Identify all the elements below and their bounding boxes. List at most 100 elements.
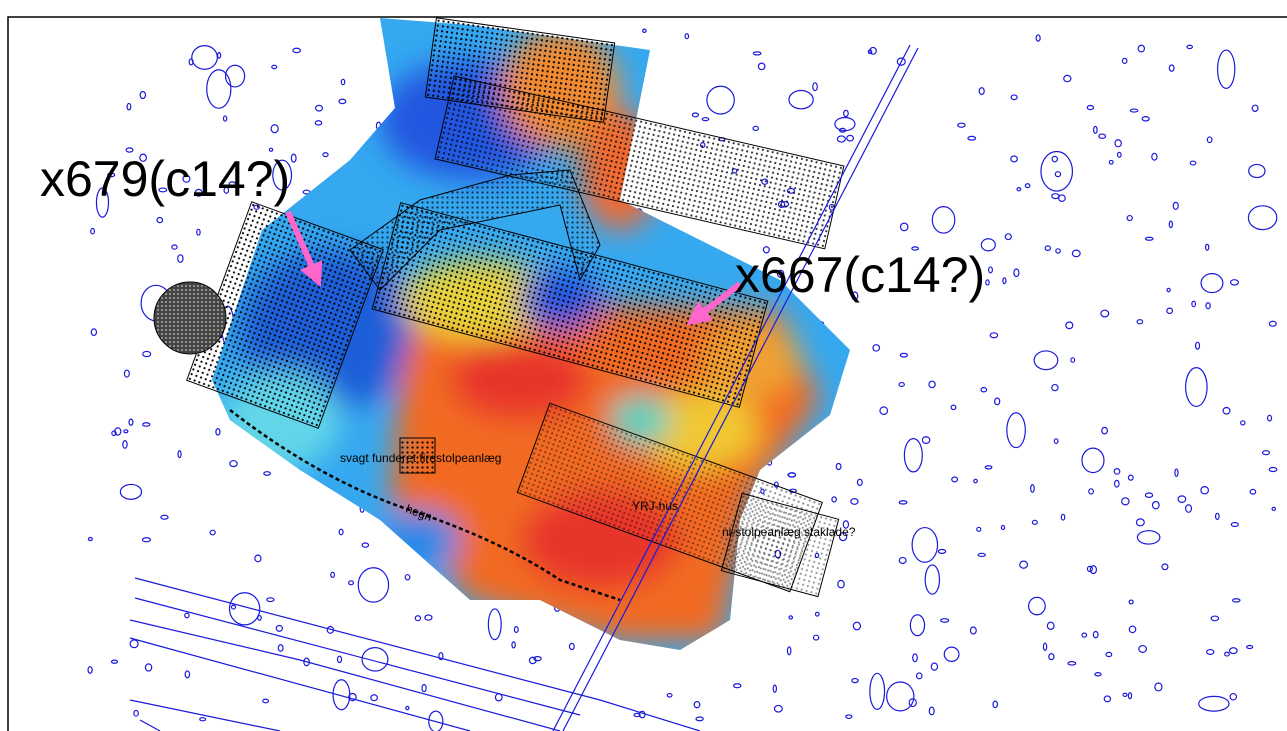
feature-outline [912, 653, 918, 663]
feature-outline [695, 716, 704, 722]
feature-outline [139, 153, 147, 162]
feature-outline [1154, 682, 1163, 692]
feature-outline [921, 436, 931, 444]
feature-outline [1166, 287, 1171, 293]
feature-outline [188, 58, 194, 66]
feature-outline [732, 683, 742, 689]
feature-outline [693, 701, 701, 709]
feature-outline [191, 44, 218, 70]
feature-outline [277, 644, 284, 652]
feature-outline [322, 152, 329, 158]
feature-outline [1013, 268, 1020, 278]
feature-outline [1113, 468, 1121, 475]
feature-outline [898, 556, 907, 565]
feature-outline [1098, 133, 1107, 139]
feature-outline [271, 64, 278, 70]
feature-outline [899, 352, 908, 358]
feature-label: YRJ-hus [632, 499, 678, 513]
feature-outline [951, 476, 959, 483]
feature-outline [404, 573, 411, 581]
feature-outline [182, 174, 191, 183]
feature-outline [1035, 34, 1041, 42]
feature-outline [985, 279, 990, 286]
feature-outline [1071, 249, 1081, 258]
feature-outline [215, 427, 221, 436]
feature-outline [1051, 383, 1059, 392]
feature-outline [957, 122, 966, 128]
feature-outline [1126, 214, 1133, 222]
feature-outline [513, 625, 519, 633]
feature-outline [87, 666, 93, 674]
feature-outline [1172, 201, 1179, 210]
feature-outline [1031, 519, 1038, 525]
feature-outline [158, 187, 168, 193]
feature-outline [773, 704, 783, 713]
feature-outline [940, 618, 950, 623]
feature-outline [1249, 488, 1257, 495]
feature-outline [1028, 596, 1046, 616]
feature-outline [414, 615, 422, 622]
feature-outline [144, 663, 153, 672]
feature-outline [1070, 357, 1076, 363]
feature-outline [1127, 474, 1134, 481]
feature-outline [928, 380, 936, 389]
feature-outline [1229, 692, 1238, 701]
feature-outline [980, 238, 996, 252]
feature-outline [969, 626, 977, 635]
feature-outline [879, 406, 889, 416]
feature-outline [1030, 484, 1035, 493]
feature-outline [994, 397, 1001, 406]
feature-outline [980, 387, 988, 393]
feature-outline [111, 430, 117, 437]
feature-outline [845, 714, 853, 720]
feature-outline [1271, 506, 1277, 512]
feature-outline [886, 681, 915, 712]
feature-outline [978, 87, 985, 96]
feature-outline [1138, 644, 1148, 653]
feature-outline [314, 120, 323, 126]
feature-outline [842, 520, 850, 529]
feature-outline [838, 532, 848, 542]
feature-outline [290, 153, 297, 163]
feature-outline [184, 612, 190, 619]
feature-outline [438, 651, 444, 661]
feature-outline [1051, 155, 1058, 163]
feature-outline [125, 147, 134, 153]
feature-outline [272, 159, 293, 191]
feature-outline [898, 500, 908, 505]
feature-outline [772, 684, 778, 693]
feature-outline [348, 580, 355, 586]
feature-outline [988, 266, 994, 274]
feature-outline [992, 700, 999, 709]
feature-outline [1010, 155, 1018, 163]
feature-outline [1194, 341, 1201, 350]
feature-outline [126, 102, 132, 111]
feature-outline [1198, 695, 1230, 712]
feature-outline [1063, 74, 1072, 83]
feature-outline [338, 98, 347, 105]
feature-outline [1081, 447, 1105, 474]
feature-outline [1144, 492, 1154, 498]
feature-outline [1222, 406, 1231, 415]
feature-outline [1128, 625, 1137, 634]
feature-outline [908, 698, 917, 708]
feature-outline [1100, 309, 1110, 318]
feature-outline [139, 90, 147, 100]
feature-outline [1010, 94, 1018, 101]
feature-outline [266, 597, 275, 603]
feature-outline [1004, 233, 1012, 241]
feature-outline [330, 571, 336, 578]
feature-outline [1141, 116, 1150, 122]
feature-outline [336, 655, 343, 664]
feature-outline [1177, 495, 1187, 503]
feature-outline [1000, 524, 1006, 531]
feature-outline [194, 188, 203, 197]
feature-outline [1040, 150, 1074, 192]
feature-outline [852, 621, 862, 631]
feature-outline [487, 608, 502, 641]
feature-outline [684, 33, 690, 40]
feature-outline [762, 246, 770, 254]
feature-outline [1092, 630, 1099, 639]
feature-outline [1251, 104, 1259, 112]
